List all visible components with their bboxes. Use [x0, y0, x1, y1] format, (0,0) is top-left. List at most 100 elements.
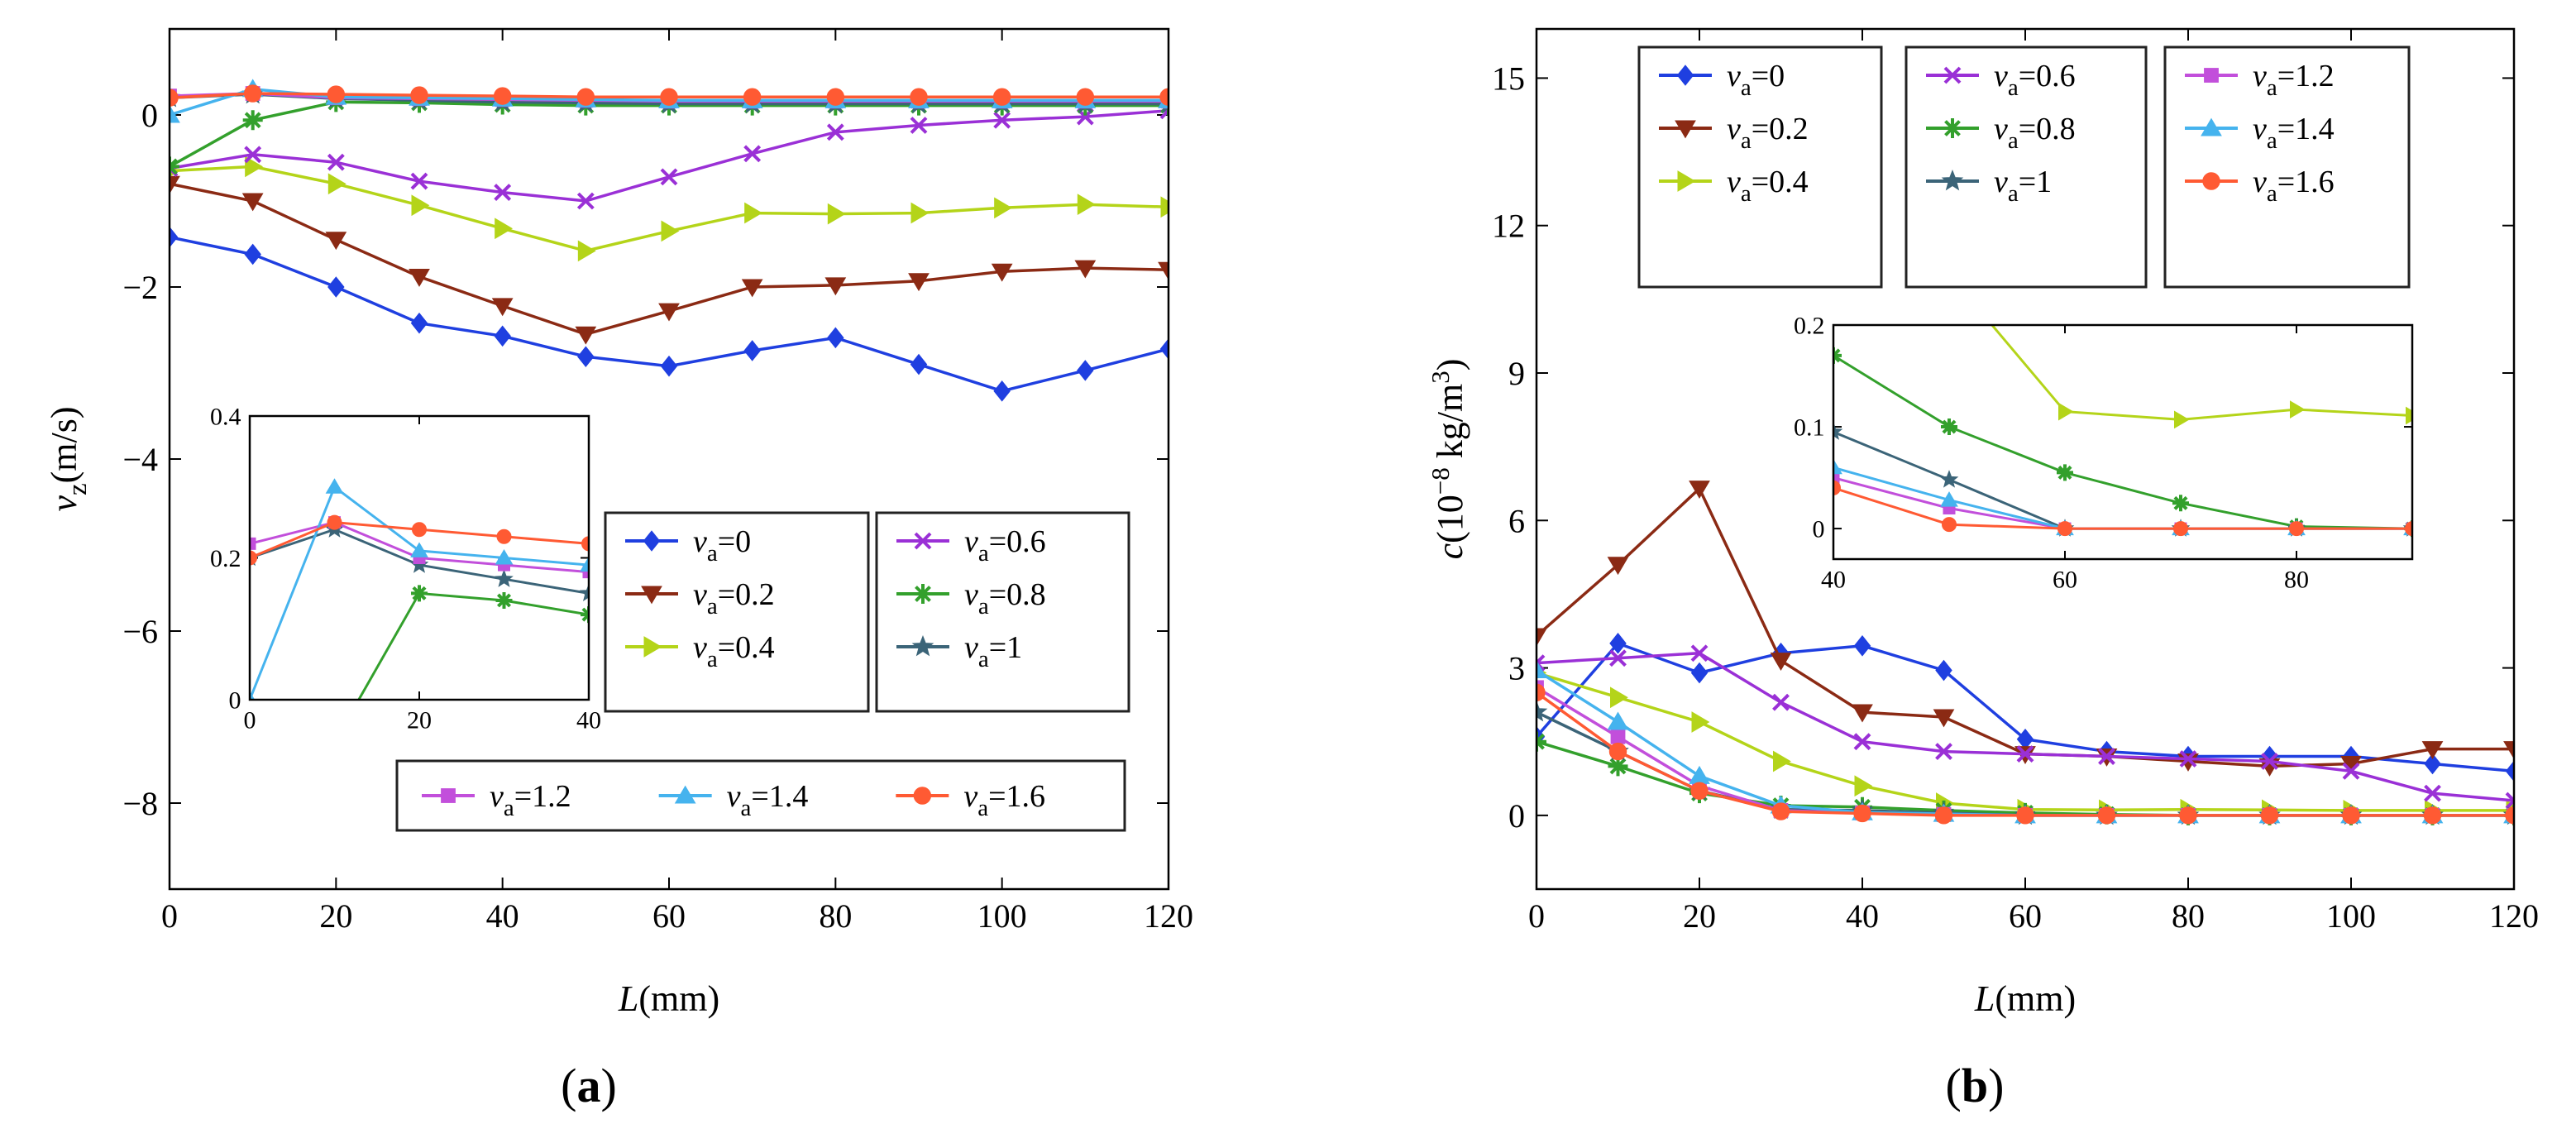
panel-a-point-va-1p6 [576, 88, 595, 106]
panel-a-point-va-0p6 [826, 123, 844, 141]
legend-marker [914, 532, 932, 550]
panel-a-point-va-0 [910, 353, 928, 375]
panel-b-point-va-0p4 [1691, 711, 1710, 733]
panel-a-point-va-0p2 [491, 298, 514, 317]
panel-a-point-va-0 [827, 327, 844, 349]
panel-a-point-va-0p6 [660, 168, 678, 186]
panel-a-x-tick-label: 40 [486, 897, 519, 935]
panel-a-point-va-0p2 [908, 273, 930, 292]
legend-entry-va-1p6: va=1.6 [896, 779, 1045, 821]
panel-b-point-va-0p6 [1609, 649, 1627, 667]
panel-b-x-tick-label: 80 [2172, 897, 2205, 935]
panel-b-inset-x-tick-label: 80 [2284, 567, 2309, 594]
panel-a-point-va-0p6 [576, 192, 595, 210]
panel-a-inset-frame [248, 414, 590, 701]
panel-b-x-tick-label: 100 [2326, 897, 2376, 935]
panel-b-y-tick-label: 9 [1508, 355, 1525, 392]
panel-b-point-va-0 [1609, 633, 1627, 654]
panel-a-point-va-0p6 [410, 172, 428, 190]
legend-entry-va-1p2: va=1.2 [2185, 59, 2335, 101]
panel-a-point-va-1p6 [327, 85, 346, 103]
panel-b-x-tick-label: 0 [1528, 897, 1545, 935]
panel-a-point-va-0p4 [1077, 194, 1096, 216]
panel-b-inset-point-va-1p4 [1833, 458, 1842, 475]
panel-a-inset-point-va-1 [409, 555, 429, 573]
panel-a-point-va-0p4 [327, 173, 346, 195]
legend-marker [911, 635, 934, 657]
legend-marker [2201, 117, 2222, 136]
panel-a-point-va-0p6 [494, 184, 512, 202]
legend-label: va=0.8 [964, 577, 1046, 619]
legend-entry-va-0p6: va=0.6 [896, 524, 1046, 567]
panel-b-legend-1: va=0 va=0.2 va=0.4 [1637, 45, 1883, 289]
legend-entry-va-0: va=0 [1659, 59, 1785, 101]
panel-a-inset-point-va-1p4 [495, 549, 514, 565]
panel-a-inset-x-tick-label: 20 [407, 707, 432, 734]
panel-b-point-va-0p2 [1933, 709, 1955, 728]
panel-b-point-va-0 [1853, 635, 1871, 657]
panel-b-inset-point-va-1p6 [2405, 521, 2412, 537]
panel-b-point-va-1p6 [1690, 782, 1709, 800]
panel-a-inset-point-va-0p8 [241, 1117, 258, 1124]
panel-b-x-label: L(mm) [1974, 978, 2076, 1019]
panel-a-x-tick-label: 60 [652, 897, 686, 935]
panel-a-inset-point-va-1p6 [250, 550, 257, 566]
legend-entry-va-0p6: va=0.6 [1926, 59, 2076, 101]
panel-b-point-va-1p6 [2179, 806, 2197, 825]
panel-a-point-va-0p4 [495, 218, 514, 240]
panel-b-point-va-0p6 [1537, 654, 1546, 672]
panel-b-inset-point-va-1p6 [1833, 480, 1841, 495]
legend-entry-va-0: va=0 [625, 524, 751, 567]
panel-b-point-va-1p6 [2097, 806, 2116, 825]
legend-entry-va-1p2: va=1.2 [422, 779, 571, 821]
legend-label: va=0.8 [1994, 112, 2076, 154]
panel-b-legend-3-frame [2163, 45, 2411, 289]
legend-entry-va-1: va=1 [1926, 165, 2052, 207]
panel-b: 0 20 40 60 80 100 120 0 3 6 9 12 15 L(mm) c(10−8 kg/m3… [1426, 27, 2539, 1019]
legend-label: va=1 [1994, 165, 2052, 207]
legend-entry-va-0p8: va=0.8 [896, 577, 1046, 619]
panel-b-inset-x-tick-label: 60 [2053, 567, 2077, 594]
legend-marker [913, 787, 932, 805]
legend-label: va=1.4 [2253, 112, 2335, 154]
panel-a-x-label: L(mm) [618, 978, 719, 1019]
panel-a-point-va-1p6 [493, 87, 512, 105]
panel-a-point-va-0 [577, 346, 595, 368]
panel-b-inset-point-va-0p4 [2174, 410, 2190, 429]
panel-a-inset-point-va-1p4 [410, 542, 428, 557]
panel-a-point-va-0p2 [741, 279, 763, 298]
panel-b-point-va-0p4 [1854, 775, 1873, 797]
panel-b-series-group [1537, 481, 2514, 825]
panel-a-inset-y-tick-label: 0.4 [210, 404, 241, 431]
panel-a-point-va-1p6 [743, 88, 762, 106]
panel-b-x-tick-label: 60 [2009, 897, 2042, 935]
panel-b-legend-3: va=1.2 va=1.4 va=1.6 [2163, 45, 2411, 289]
panel-b-point-va-0p6 [1935, 743, 1952, 761]
legend-label: va=1 [964, 630, 1022, 672]
panel-a-point-va-0 [170, 226, 179, 248]
panel-a-point-va-1p6 [992, 88, 1011, 106]
panel-a-series-group [170, 79, 1169, 402]
panel-b-point-va-0p8 [1608, 756, 1628, 777]
panel-b-point-va-0p6 [2261, 753, 2278, 770]
legend-label: va=0.6 [1994, 59, 2076, 101]
panel-b-label: (b) [1946, 1059, 2005, 1112]
panel-a-point-va-0p2 [325, 232, 347, 251]
panel-b-point-va-0p6 [2505, 792, 2514, 810]
panel-b-inset-point-va-1p4 [1940, 491, 1958, 507]
panel-b-point-va-0p6 [1690, 644, 1709, 662]
legend-entry-va-0p2: va=0.2 [625, 577, 775, 619]
panel-b-inset-point-va-1 [1833, 422, 1843, 440]
panel-a-x-tick-label: 80 [819, 897, 852, 935]
panel-a-y-tick-label: −2 [122, 269, 158, 306]
panel-a-point-va-1p6 [1076, 88, 1095, 106]
panel-a-legend-1: va=0 va=0.2 va=0.4 [604, 511, 870, 713]
panel-a-inset-point-va-0p8 [495, 592, 513, 609]
panel-b-inset-point-va-0p4 [2290, 400, 2306, 419]
panel-b-point-va-0p6 [2016, 745, 2034, 763]
legend-marker [2204, 68, 2219, 83]
panel-b-inset: 40 60 80 0 0.1 0.2 [1794, 313, 2414, 594]
legend-marker [1941, 170, 1964, 191]
panel-b-inset-line-va-0p8 [1833, 354, 2412, 530]
panel-b-point-va-1p6 [1934, 806, 1953, 825]
